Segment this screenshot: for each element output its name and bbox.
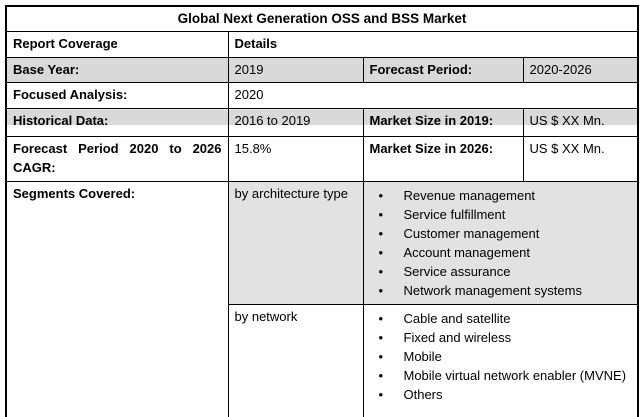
bullet-icon: •	[378, 329, 384, 345]
header-details: Details	[227, 30, 639, 58]
segment-group-architecture: by architecture type	[227, 180, 364, 305]
table-title: Global Next Generation OSS and BSS Marke…	[5, 5, 639, 32]
historical-data-value: 2016 to 2019	[227, 108, 364, 138]
segment-item-label: Service fulfillment	[403, 206, 506, 222]
historical-data-label: Historical Data:	[5, 108, 229, 138]
focused-analysis-value: 2020	[227, 82, 639, 110]
title-row: Global Next Generation OSS and BSS Marke…	[5, 5, 639, 32]
report-coverage-table: Global Next Generation OSS and BSS Marke…	[5, 5, 640, 417]
network-segments-cell: • Cable and satellite • Fixed and wirele…	[362, 303, 639, 417]
segment-group-network: by network	[227, 303, 364, 417]
segment-item-label: Cable and satellite	[403, 310, 511, 326]
focused-analysis-label: Focused Analysis:	[5, 82, 229, 110]
list-item: • Fixed and wireless	[370, 328, 632, 347]
list-item: • Mobile virtual network enabler (MVNE)	[370, 366, 632, 385]
cagr-value: 15.8%	[227, 136, 364, 182]
historical-data-row: Historical Data: 2016 to 2019 Market Siz…	[5, 108, 639, 138]
list-item: • Others	[370, 385, 632, 404]
market-size-2026-value: US $ XX Mn.	[522, 136, 639, 182]
segment-item-label: Mobile	[403, 348, 442, 364]
bullet-icon: •	[378, 187, 384, 203]
segment-item-label: Fixed and wireless	[403, 329, 512, 345]
segment-item-label: Others	[403, 386, 443, 402]
bullet-icon: •	[378, 367, 384, 383]
list-item: • Service assurance	[370, 262, 632, 281]
base-year-row: Base Year: 2019 Forecast Period: 2020-20…	[5, 56, 639, 84]
architecture-segments-cell: • Revenue management • Service fulfillme…	[362, 180, 639, 305]
focused-analysis-row: Focused Analysis: 2020	[5, 82, 639, 110]
segments-covered-label: Segments Covered:	[5, 180, 229, 417]
market-size-2019-value: US $ XX Mn.	[522, 108, 639, 138]
segment-item-label: Customer management	[403, 225, 540, 241]
bullet-icon: •	[378, 386, 384, 402]
segment-group-architecture-name: by architecture type	[234, 185, 348, 201]
forecast-period-value: 2020-2026	[522, 56, 639, 84]
segment-item-label: Mobile virtual network enabler (MVNE)	[403, 367, 627, 383]
segment-item-label: Revenue management	[403, 187, 536, 203]
list-item: • Revenue management	[370, 186, 632, 205]
architecture-segment-list: • Revenue management • Service fulfillme…	[370, 185, 632, 300]
bullet-icon: •	[378, 282, 384, 298]
base-year-label: Base Year:	[5, 56, 229, 84]
bullet-icon: •	[378, 206, 384, 222]
cagr-label: Forecast Period 2020 to 2026 CAGR:	[5, 136, 229, 182]
header-report-coverage: Report Coverage	[5, 30, 229, 58]
bullet-icon: •	[378, 225, 384, 241]
list-item: • Cable and satellite	[370, 309, 632, 328]
market-size-2019-label: Market Size in 2019:	[362, 108, 524, 138]
network-segment-list: • Cable and satellite • Fixed and wirele…	[370, 308, 632, 404]
list-item: • Service fulfillment	[370, 205, 632, 224]
base-year-value: 2019	[227, 56, 364, 84]
segment-item-label: Account management	[403, 244, 530, 260]
list-item: • Customer management	[370, 224, 632, 243]
list-item: • Account management	[370, 243, 632, 262]
market-size-2026-label: Market Size in 2026:	[362, 136, 524, 182]
cagr-row: Forecast Period 2020 to 2026 CAGR: 15.8%…	[5, 136, 639, 182]
bullet-icon: •	[378, 263, 384, 279]
bullet-icon: •	[378, 348, 384, 364]
segment-item-label: Service assurance	[403, 263, 511, 279]
header-row: Report Coverage Details	[5, 30, 639, 58]
segment-item-label: Network management systems	[403, 282, 582, 298]
segment-group-network-name: by network	[234, 308, 298, 324]
segments-network-row: by network • Cable and satellite • Fixed…	[6, 303, 639, 417]
forecast-period-label: Forecast Period:	[362, 56, 524, 84]
list-item: • Mobile	[370, 347, 632, 366]
segments-architecture-row: Segments Covered: by architecture type •…	[5, 180, 639, 417]
bullet-icon: •	[378, 244, 384, 260]
bullet-icon: •	[378, 310, 384, 326]
list-item: • Network management systems	[370, 281, 632, 300]
